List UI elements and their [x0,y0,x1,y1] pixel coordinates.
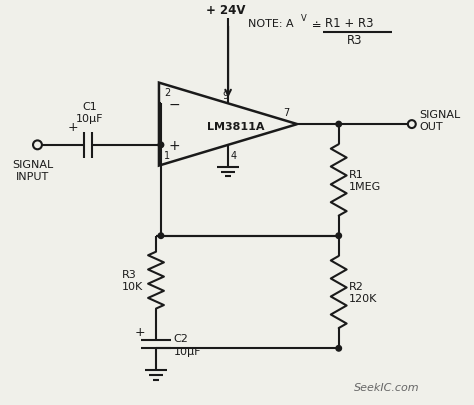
Text: 9: 9 [222,91,228,101]
Text: 7: 7 [283,108,289,118]
Text: ≐: ≐ [308,19,322,32]
Text: 1: 1 [164,150,170,160]
Text: R1 + R3: R1 + R3 [325,17,374,30]
Text: SeekIC.com: SeekIC.com [354,382,419,392]
Text: R3: R3 [346,34,362,47]
Text: LM3811A: LM3811A [207,122,265,132]
Circle shape [336,346,341,351]
Text: +: + [68,121,78,134]
Circle shape [158,233,164,239]
Text: + 24V: + 24V [206,4,246,17]
Text: C2
10μF: C2 10μF [174,333,201,356]
Text: R1
1MEG: R1 1MEG [348,170,381,191]
Circle shape [158,143,164,148]
Text: V: V [301,15,307,23]
Text: C1
10μF: C1 10μF [76,102,104,124]
Text: SIGNAL
OUT: SIGNAL OUT [419,110,461,132]
Text: +: + [134,326,145,339]
Circle shape [336,233,341,239]
Text: +: + [169,139,181,152]
Text: R3
10K: R3 10K [121,269,143,292]
Text: −: − [169,97,181,111]
Text: R2
120K: R2 120K [348,281,377,303]
Text: SIGNAL
INPUT: SIGNAL INPUT [12,159,53,181]
Text: 2: 2 [164,88,170,98]
Circle shape [336,122,341,128]
Text: NOTE: A: NOTE: A [248,19,293,29]
Text: 4: 4 [230,150,236,160]
